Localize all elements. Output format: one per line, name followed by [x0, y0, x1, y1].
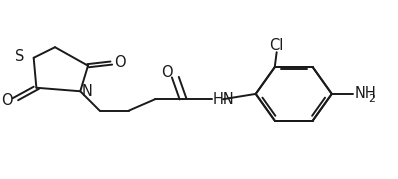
Text: HN: HN: [213, 92, 235, 107]
Text: S: S: [15, 49, 24, 64]
Text: O: O: [161, 65, 173, 80]
Text: Cl: Cl: [269, 38, 283, 53]
Text: NH: NH: [355, 86, 377, 101]
Text: N: N: [82, 84, 92, 99]
Text: O: O: [1, 93, 13, 108]
Text: O: O: [114, 55, 126, 70]
Text: 2: 2: [368, 94, 375, 104]
